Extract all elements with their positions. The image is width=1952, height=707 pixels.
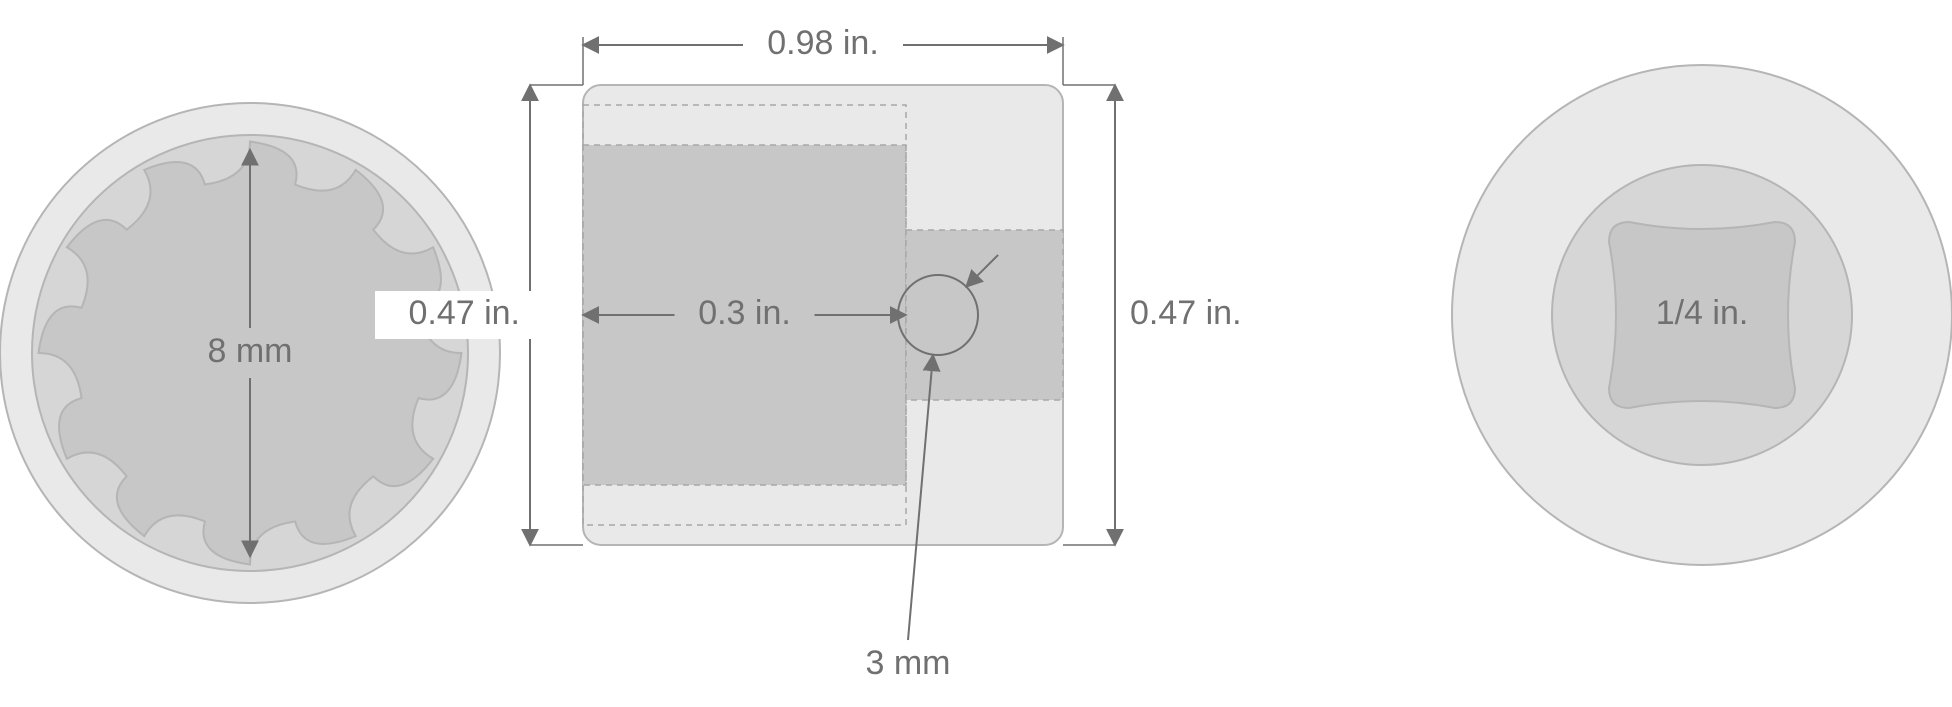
dim-height-left-label: 0.47 in. [408, 294, 520, 332]
dim-width-label: 0.98 in. [767, 24, 879, 62]
side-view: 0.98 in. 0.47 in. 0.47 in. 0.3 in. 3 mm [375, 21, 1280, 682]
back-drive-label: 1/4 in. [1656, 294, 1749, 332]
dim-depth-label: 0.3 in. [698, 294, 791, 332]
side-drive-band [906, 230, 1063, 400]
dim-hole-label: 3 mm [866, 644, 951, 682]
front-view: 8 mm [0, 103, 500, 603]
dim-height-right-label: 0.47 in. [1130, 294, 1242, 332]
back-view: 1/4 in. [1452, 65, 1952, 565]
front-size-label: 8 mm [208, 332, 293, 370]
